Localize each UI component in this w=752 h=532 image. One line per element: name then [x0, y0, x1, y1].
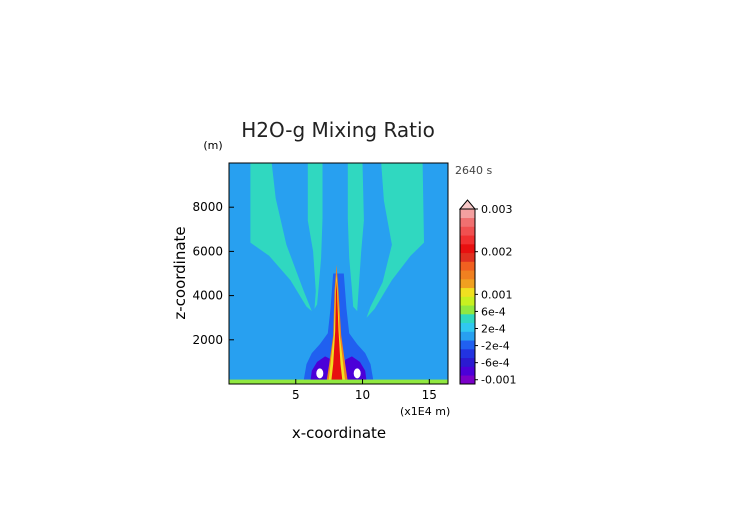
x-axis-label: x-coordinate	[292, 424, 386, 442]
white-spot-right	[353, 368, 361, 379]
colorbar-swatch	[460, 235, 475, 245]
colorbar-swatch	[460, 226, 475, 236]
x-tick-label: 5	[292, 388, 300, 402]
colorbar-swatch	[460, 349, 475, 359]
x-tick-label: 10	[355, 388, 370, 402]
colorbar-swatch	[460, 279, 475, 289]
moist-band-right	[366, 163, 424, 318]
colorbar-swatch	[460, 209, 475, 219]
white-spot-left	[316, 368, 324, 379]
colorbar-swatch	[460, 217, 475, 227]
colorbar-swatch	[460, 261, 475, 271]
y-tick-label: 8000	[192, 200, 223, 214]
colorbar-swatch	[460, 331, 475, 341]
colorbar-top-triangle	[458, 199, 477, 210]
colorbar-swatch	[460, 322, 475, 332]
colorbar	[458, 199, 477, 385]
plot-area	[228, 162, 449, 385]
colorbar-swatch	[460, 375, 475, 385]
x-axis-ticks: 5 10 15	[292, 379, 437, 402]
colorbar-labels: 0.003 0.002 0.001 6e-4 2e-4 -2e-4 -6e-4 -0.001	[475, 203, 516, 387]
colorbar-label: -2e-4	[481, 340, 510, 353]
colorbar-label: 2e-4	[481, 323, 506, 336]
colorbar-swatch	[460, 270, 475, 280]
colorbar-swatch	[460, 357, 475, 367]
colorbar-label: 0.001	[481, 288, 513, 301]
colorbar-swatch	[460, 314, 475, 324]
x-unit-label: (x1E4 m)	[400, 405, 450, 418]
moist-band-left	[250, 163, 312, 312]
y-tick-label: 4000	[192, 289, 223, 303]
z-unit-label: (m)	[203, 139, 222, 152]
colorbar-swatch	[460, 340, 475, 350]
very-dry-lobe-right	[343, 356, 367, 381]
y-tick-label: 6000	[192, 244, 223, 258]
colorbar-label: 6e-4	[481, 305, 506, 318]
colorbar-frame	[459, 208, 476, 385]
colorbar-swatch	[460, 252, 475, 262]
colorbar-swatch	[460, 366, 475, 376]
very-dry-lobe-left	[310, 356, 334, 381]
colorbar-swatch	[460, 287, 475, 297]
moist-band-center-right	[347, 163, 364, 312]
y-axis-ticks: 2000 4000 6000 8000	[192, 200, 234, 347]
plot-frame	[228, 162, 449, 385]
colorbar-swatch	[460, 296, 475, 306]
y-tick-label: 2000	[192, 333, 223, 347]
colorbar-swatch	[460, 305, 475, 315]
surface-layer	[229, 379, 448, 384]
colorbar-swatch	[460, 244, 475, 254]
moist-band-center-left	[307, 163, 323, 309]
x-tick-label: 15	[422, 388, 437, 402]
colorbar-label: -0.001	[481, 374, 516, 387]
y-axis-label: z-coordinate	[171, 226, 189, 319]
colorbar-label: 0.003	[481, 203, 513, 216]
colorbar-label: 0.002	[481, 246, 513, 259]
colorbar-label: -6e-4	[481, 357, 510, 370]
chart-title: H2O-g Mixing Ratio	[241, 118, 435, 142]
time-label: 2640 s	[455, 164, 492, 177]
plume-core-inner	[331, 280, 343, 382]
